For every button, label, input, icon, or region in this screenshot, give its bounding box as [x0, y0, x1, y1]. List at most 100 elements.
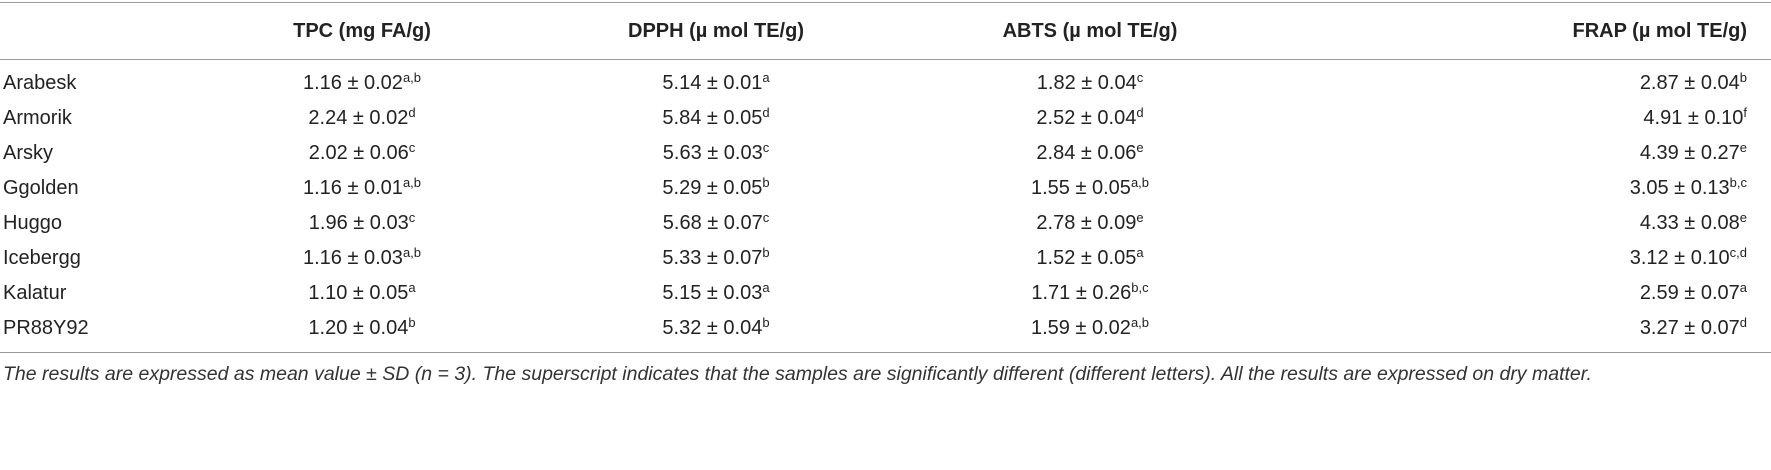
cell-value: 1.71 ± 0.26: [1031, 282, 1132, 304]
table-cell: 5.14 ± 0.01a: [534, 60, 898, 102]
significance-letters: b: [762, 315, 770, 330]
table-cell: 5.84 ± 0.05d: [534, 101, 898, 136]
cell-value: 1.82 ± 0.04: [1036, 72, 1137, 94]
sample-name: Arsky: [3, 142, 53, 164]
column-header: FRAP (µ mol TE/g): [1572, 19, 1747, 42]
cell-value: 5.32 ± 0.04: [662, 317, 763, 339]
table-cell: 1.82 ± 0.04c: [898, 60, 1282, 102]
sample-name: Kalatur: [3, 282, 67, 304]
significance-letters: a: [1136, 245, 1144, 260]
cell-value: 1.55 ± 0.05: [1030, 177, 1131, 199]
significance-letters: d: [1739, 315, 1747, 330]
table-cell: 3.12 ± 0.10c,d: [1282, 241, 1771, 276]
table-cell: 5.15 ± 0.03a: [534, 276, 898, 311]
table-cell: 1.20 ± 0.04b: [190, 311, 534, 353]
significance-letters: a: [762, 280, 770, 295]
cell-value: 5.15 ± 0.03: [662, 282, 763, 304]
table-cell: 5.63 ± 0.03c: [534, 136, 898, 171]
cell-value: 1.59 ± 0.02: [1030, 317, 1131, 339]
table-cell: 5.68 ± 0.07c: [534, 206, 898, 241]
cell-value: 5.14 ± 0.01: [662, 72, 763, 94]
cell-value: 5.33 ± 0.07: [662, 247, 763, 269]
cell-value: 1.16 ± 0.03: [302, 247, 403, 269]
column-header: DPPH (µ mol TE/g): [628, 19, 804, 42]
significance-letters: b: [1739, 70, 1747, 85]
table-cell: 4.33 ± 0.08e: [1282, 206, 1771, 241]
cell-value: 2.84 ± 0.06: [1036, 142, 1137, 164]
significance-letters: d: [408, 105, 416, 120]
cell-value: 1.20 ± 0.04: [308, 317, 409, 339]
significance-letters: a,b: [402, 245, 422, 260]
cell-value: 1.16 ± 0.01: [302, 177, 403, 199]
cell-value: 1.52 ± 0.05: [1036, 247, 1137, 269]
cell-value: 5.68 ± 0.07: [662, 212, 763, 234]
significance-letters: e: [1136, 210, 1144, 225]
significance-letters: a,b: [1130, 175, 1150, 190]
table-row: Huggo 1.96 ± 0.03c 5.68 ± 0.07c 2.78 ± 0.09…: [0, 206, 1771, 241]
sample-name: Huggo: [3, 212, 62, 234]
table-cell: 1.96 ± 0.03c: [190, 206, 534, 241]
table-cell: 1.52 ± 0.05a: [898, 241, 1282, 276]
cell-value: 1.10 ± 0.05: [308, 282, 409, 304]
significance-letters: c: [408, 210, 416, 225]
significance-letters: e: [1739, 140, 1747, 155]
table-cell: 2.59 ± 0.07a: [1282, 276, 1771, 311]
cell-value: 2.87 ± 0.04: [1639, 72, 1740, 94]
cell-value: 3.05 ± 0.13: [1629, 177, 1730, 199]
table-cell: 4.39 ± 0.27e: [1282, 136, 1771, 171]
table-row: Armorik 2.24 ± 0.02d 5.84 ± 0.05d 2.52 ± 0.…: [0, 101, 1771, 136]
table-cell: 5.32 ± 0.04b: [534, 311, 898, 353]
significance-letters: a: [1739, 280, 1747, 295]
table-cell: 2.78 ± 0.09e: [898, 206, 1282, 241]
cell-value: 3.12 ± 0.10: [1629, 247, 1730, 269]
column-header: TPC (mg FA/g): [293, 19, 431, 42]
significance-letters: b: [408, 315, 416, 330]
significance-letters: b,c: [1131, 280, 1149, 295]
significance-letters: c: [408, 140, 416, 155]
significance-letters: b,c: [1729, 175, 1747, 190]
table-cell: 3.27 ± 0.07d: [1282, 311, 1771, 353]
table-cell: 1.59 ± 0.02a,b: [898, 311, 1282, 353]
table-row: Arabesk 1.16 ± 0.02a,b 5.14 ± 0.01a 1.82 ± …: [0, 60, 1771, 102]
footnote: The results are expressed as mean value …: [3, 363, 1592, 385]
table-row: Kalatur 1.10 ± 0.05a 5.15 ± 0.03a 1.71 ± 0.…: [0, 276, 1771, 311]
sample-name: PR88Y92: [3, 317, 89, 339]
table-cell: 1.16 ± 0.02a,b: [190, 60, 534, 102]
cell-value: 5.29 ± 0.05: [662, 177, 763, 199]
table-cell: 1.10 ± 0.05a: [190, 276, 534, 311]
results-table: TPC (mg FA/g) DPPH (µ mol TE/g) ABTS (µ mo…: [0, 2, 1771, 353]
table-cell: 3.05 ± 0.13b,c: [1282, 171, 1771, 206]
significance-letters: f: [1743, 105, 1747, 120]
cell-value: 2.59 ± 0.07: [1639, 282, 1740, 304]
cell-value: 2.02 ± 0.06: [308, 142, 409, 164]
significance-letters: c: [762, 140, 770, 155]
cell-value: 4.91 ± 0.10: [1643, 107, 1744, 129]
table-cell: 2.52 ± 0.04d: [898, 101, 1282, 136]
table-cell: 1.71 ± 0.26b,c: [898, 276, 1282, 311]
table-row: Ggolden 1.16 ± 0.01a,b 5.29 ± 0.05b 1.55 ± …: [0, 171, 1771, 206]
sample-name: Icebergg: [3, 247, 81, 269]
table-row: Arsky 2.02 ± 0.06c 5.63 ± 0.03c 2.84 ± 0.06…: [0, 136, 1771, 171]
significance-letters: b: [762, 245, 770, 260]
table-row: Icebergg 1.16 ± 0.03a,b 5.33 ± 0.07b 1.52 ±…: [0, 241, 1771, 276]
cell-value: 3.27 ± 0.07: [1639, 317, 1740, 339]
cell-value: 5.84 ± 0.05: [662, 107, 763, 129]
significance-letters: d: [1136, 105, 1144, 120]
cell-value: 5.63 ± 0.03: [662, 142, 763, 164]
significance-letters: c,d: [1729, 245, 1747, 260]
sample-name: Armorik: [3, 107, 72, 129]
sample-name: Arabesk: [3, 72, 77, 94]
significance-letters: d: [762, 105, 770, 120]
significance-letters: e: [1136, 140, 1144, 155]
cell-value: 2.52 ± 0.04: [1036, 107, 1137, 129]
significance-letters: b: [762, 175, 770, 190]
header-corner: [0, 3, 190, 60]
significance-letters: a: [762, 70, 770, 85]
table-cell: 2.02 ± 0.06c: [190, 136, 534, 171]
significance-letters: e: [1739, 210, 1747, 225]
table-cell: 4.91 ± 0.10f: [1282, 101, 1771, 136]
table-row: PR88Y92 1.20 ± 0.04b 5.32 ± 0.04b 1.59 ± 0.…: [0, 311, 1771, 353]
table-cell: 1.55 ± 0.05a,b: [898, 171, 1282, 206]
table-cell: 2.84 ± 0.06e: [898, 136, 1282, 171]
